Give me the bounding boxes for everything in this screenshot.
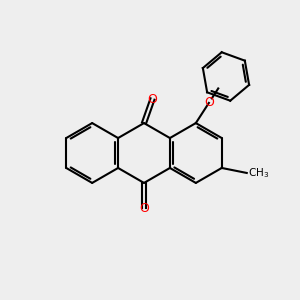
Text: CH$_3$: CH$_3$ [248,166,269,180]
Text: O: O [148,92,158,106]
Text: O: O [139,202,149,215]
Text: O: O [204,96,214,110]
